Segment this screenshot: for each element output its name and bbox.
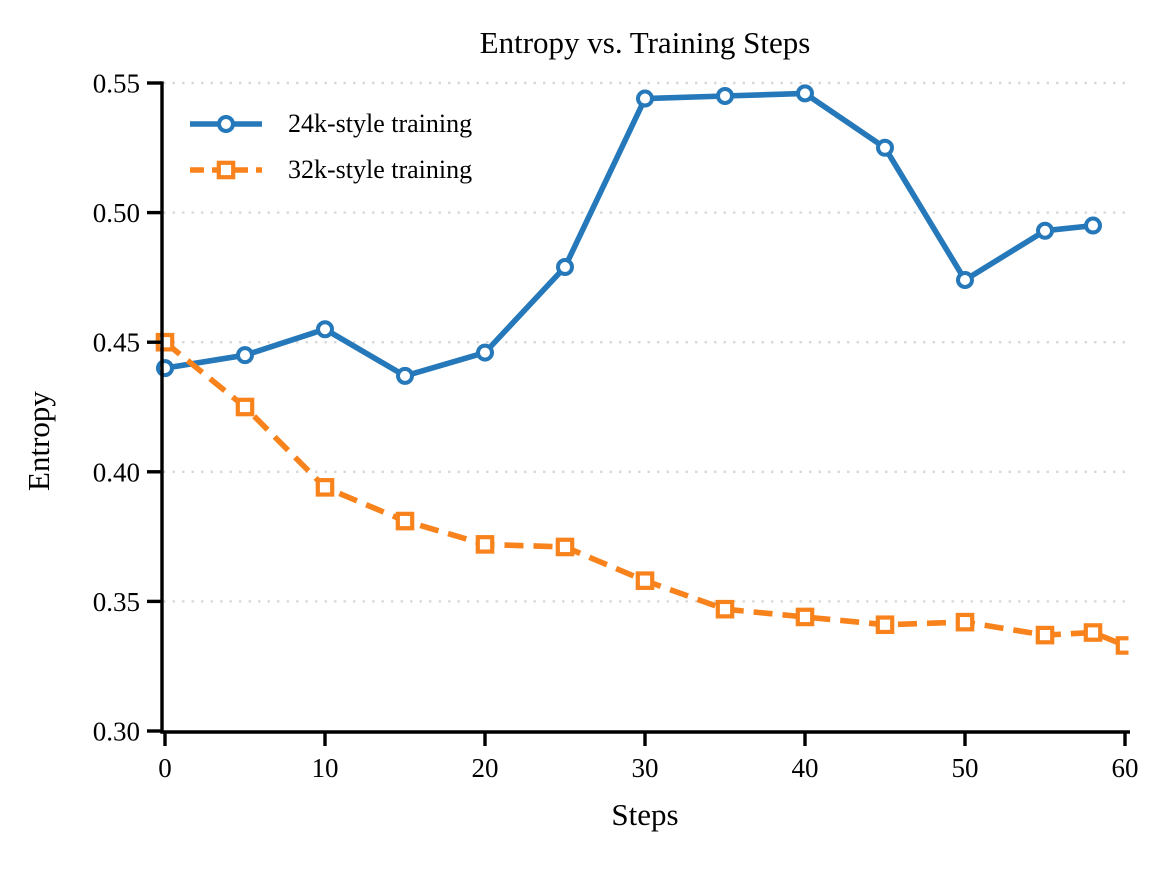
y-tick-label: 0.35	[93, 587, 140, 617]
data-point-marker-24k	[236, 346, 254, 365]
legend-sample-marker-1	[216, 160, 236, 180]
data-point-marker-32k	[315, 478, 335, 497]
data-point-marker-24k	[956, 270, 974, 289]
data-point-marker-32k	[875, 615, 895, 635]
legend-entry-32k-label: 32k-style training	[288, 155, 473, 184]
y-tick-label: 0.45	[93, 328, 140, 358]
y-tick-label: 0.50	[93, 198, 140, 228]
data-point-marker-32k	[1115, 636, 1129, 655]
x-axis-label: Steps	[611, 797, 679, 832]
x-tick-label: 0	[158, 753, 172, 783]
x-tick-label: 30	[632, 753, 659, 783]
data-point-marker-32k	[395, 511, 415, 531]
x-tick-label: 50	[952, 753, 979, 783]
data-point-marker-24k	[1084, 216, 1102, 235]
data-point-marker-24k	[556, 258, 574, 277]
x-tick-label: 60	[1112, 753, 1139, 783]
data-point-marker-24k	[876, 138, 894, 157]
data-point-marker-24k	[316, 320, 334, 339]
data-point-marker-32k	[795, 607, 815, 627]
x-tick-label: 20	[472, 753, 499, 783]
x-tick-label: 40	[792, 753, 819, 783]
data-point-marker-32k	[475, 535, 495, 554]
data-point-marker-32k	[235, 397, 255, 417]
y-tick-label: 0.55	[93, 69, 140, 99]
y-axis-label: Entropy	[21, 391, 56, 491]
legend-entry-24k-label: 24k-style training	[288, 109, 473, 138]
data-point-marker-32k	[955, 612, 975, 632]
data-point-marker-24k	[156, 359, 174, 378]
data-point-marker-24k	[1036, 221, 1054, 240]
series-line-32k	[163, 340, 1127, 649]
data-point-marker-32k	[1083, 623, 1103, 642]
data-point-marker-24k	[636, 89, 654, 108]
data-point-marker-24k	[476, 343, 494, 362]
y-tick-label: 0.30	[93, 717, 140, 747]
x-tick-label: 10	[312, 753, 339, 783]
legend-sample-marker-0	[217, 115, 235, 133]
data-point-marker-32k	[1035, 625, 1055, 645]
data-point-marker-32k	[715, 599, 735, 619]
data-point-marker-32k	[555, 537, 575, 557]
data-point-marker-32k	[635, 571, 655, 590]
y-tick-label: 0.40	[93, 457, 140, 487]
data-point-marker-24k	[716, 86, 734, 105]
chart-title: Entropy vs. Training Steps	[479, 25, 811, 60]
data-point-marker-24k	[396, 366, 414, 385]
data-point-marker-24k	[796, 84, 814, 103]
